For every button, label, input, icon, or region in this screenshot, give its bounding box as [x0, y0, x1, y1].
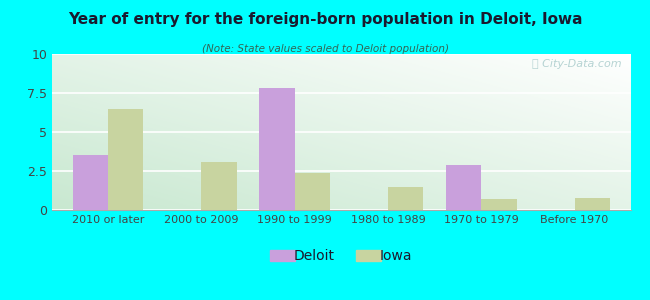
Bar [202, 162, 237, 210]
Bar [388, 187, 423, 210]
Text: Year of entry for the foreign-born population in Deloit, Iowa: Year of entry for the foreign-born popul… [68, 12, 582, 27]
Bar [73, 155, 108, 210]
Bar [481, 199, 517, 210]
Bar [108, 109, 144, 210]
Bar [259, 88, 294, 210]
Text: (Note: State values scaled to Deloit population): (Note: State values scaled to Deloit pop… [202, 44, 448, 53]
Text: ⓘ City-Data.com: ⓘ City-Data.com [532, 59, 622, 69]
Bar [575, 197, 610, 210]
Bar [446, 165, 481, 210]
Legend: Deloit, Iowa: Deloit, Iowa [265, 244, 417, 268]
Bar [294, 172, 330, 210]
